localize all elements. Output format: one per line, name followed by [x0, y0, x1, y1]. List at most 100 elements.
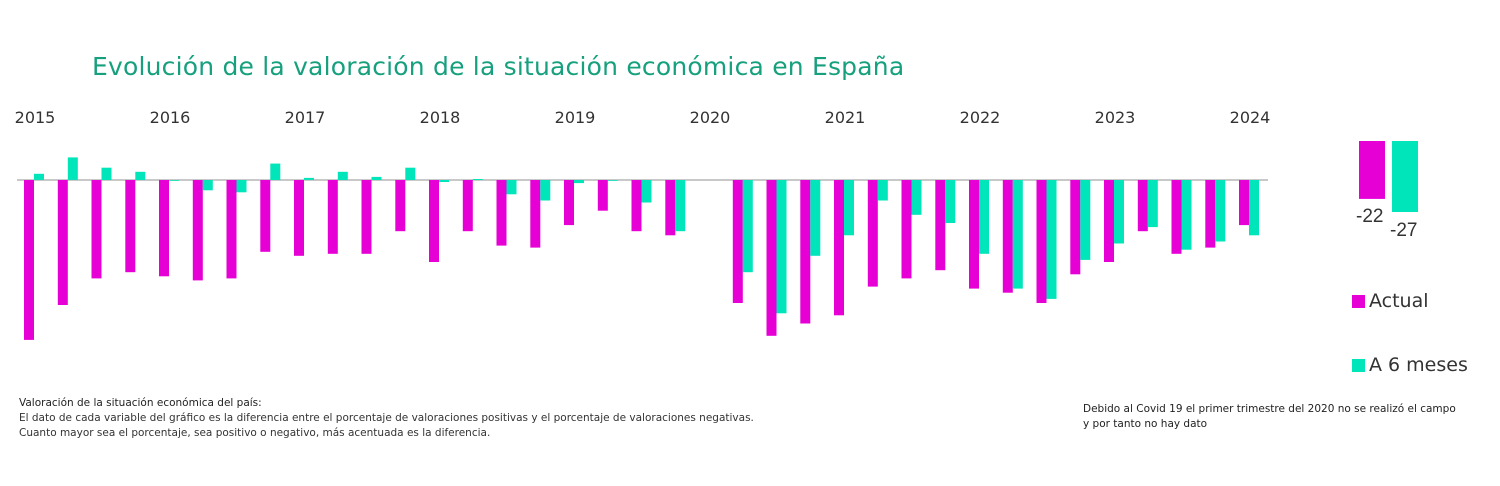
bar-actual-2018-t4 [530, 180, 541, 248]
bar-actual-2019-t4 [665, 180, 676, 236]
bar-actual-2022-t1 [969, 180, 979, 289]
bar-actual-2018-t2 [462, 180, 473, 232]
bar-six-months-2016-t3 [236, 180, 247, 193]
bar-six-months-2019-t2 [607, 180, 618, 181]
bar-six-months-2017-t4 [405, 167, 416, 180]
bar-actual-2017-t3 [361, 180, 372, 254]
bar-six-months-2021-t2 [877, 180, 888, 201]
legend-swatch-six-months [1352, 358, 1365, 372]
bar-six-months-2021-t1 [844, 180, 854, 236]
reference-label-actual: -22 [1356, 206, 1384, 227]
bar-actual-2021-t1 [834, 180, 844, 316]
covid-note-line-1: Debido al Covid 19 el primer trimestre d… [1083, 403, 1456, 415]
year-label-2022: 2022 [960, 108, 1001, 127]
year-label-2020: 2020 [690, 108, 731, 127]
bar-actual-2024-t1 [1239, 180, 1249, 226]
bar-six-months-2015-t1 [34, 173, 44, 180]
bar-six-months-2021-t4 [945, 180, 956, 223]
bar-actual-2015-t1 [24, 180, 34, 340]
bar-six-months-2020-t2 [742, 180, 753, 273]
year-label-2024: 2024 [1230, 108, 1271, 127]
bar-six-months-2017-t2 [337, 171, 348, 180]
bar-actual-2015-t3 [91, 180, 102, 279]
bar-six-months-2015-t4 [135, 171, 146, 180]
year-label-2017: 2017 [285, 108, 326, 127]
bar-six-months-2022-t1 [979, 180, 989, 254]
bar-six-months-2023-t3 [1181, 180, 1192, 250]
bar-six-months-2016-t1 [169, 180, 179, 181]
bar-actual-2015-t2 [57, 180, 68, 305]
chart-title: Evolución de la valoración de la situaci… [92, 52, 905, 81]
bar-six-months-2020-t3 [776, 180, 787, 314]
bar-actual-2017-t4 [395, 180, 406, 232]
bar-actual-2023-t4 [1205, 180, 1216, 248]
bar-actual-2020-t2 [732, 180, 743, 303]
year-label-2015: 2015 [15, 108, 56, 127]
bar-actual-2018-t1 [429, 180, 439, 262]
bar-actual-2016-t1 [159, 180, 169, 277]
year-label-2016: 2016 [150, 108, 191, 127]
bar-six-months-2019-t1 [574, 180, 584, 184]
reference-label-six-months: -27 [1390, 220, 1418, 241]
bar-actual-2020-t3 [766, 180, 777, 336]
bar-actual-2023-t2 [1137, 180, 1148, 232]
note-heading: Valoración de la situación económica del… [19, 397, 262, 409]
bar-six-months-2016-t2 [202, 180, 213, 191]
legend-label-actual: Actual [1369, 290, 1429, 312]
bar-actual-2018-t3 [496, 180, 507, 246]
bar-six-months-2018-t4 [540, 180, 551, 201]
bar-six-months-2021-t3 [911, 180, 922, 215]
legend-label-six-months: A 6 meses [1369, 354, 1468, 376]
bar-six-months-2022-t2 [1012, 180, 1023, 289]
bar-actual-2017-t2 [327, 180, 338, 254]
bar-actual-2017-t1 [294, 180, 304, 256]
bar-six-months-2022-t4 [1080, 180, 1091, 260]
bar-six-months-2019-t4 [675, 180, 686, 232]
bar-six-months-2019-t3 [641, 180, 652, 203]
reference-bar-six-months [1392, 141, 1418, 212]
covid-note: Debido al Covid 19 el primer trimestre d… [1083, 402, 1456, 432]
bar-six-months-2015-t2 [67, 157, 78, 180]
bar-actual-2023-t3 [1171, 180, 1182, 254]
note-line-2: Cuanto mayor sea el porcentaje, sea posi… [19, 427, 491, 439]
bar-actual-2019-t2 [597, 180, 608, 211]
bar-six-months-2015-t3 [101, 167, 112, 180]
bar-actual-2016-t3 [226, 180, 237, 279]
year-axis-labels: 2015 2016 2017 2018 2019 2020 2021 2022 2023 2024 [15, 108, 1271, 127]
methodology-note: Valoración de la situación económica del… [19, 396, 754, 441]
bar-six-months-2017-t1 [304, 177, 314, 180]
bar-actual-2015-t4 [125, 180, 136, 273]
bar-actual-2023-t1 [1104, 180, 1114, 262]
bar-actual-2021-t4 [935, 180, 946, 271]
bar-six-months-2016-t4 [270, 163, 281, 180]
covid-note-line-2: y por tanto no hay dato [1083, 418, 1208, 430]
bar-six-months-2023-t2 [1147, 180, 1158, 228]
bar-actual-2016-t2 [192, 180, 203, 281]
bar-actual-2022-t3 [1036, 180, 1047, 303]
bar-actual-2022-t4 [1070, 180, 1081, 275]
bar-actual-2019-t3 [631, 180, 642, 232]
bar-actual-2021-t2 [867, 180, 878, 287]
bar-six-months-2023-t4 [1215, 180, 1226, 242]
bars-group [24, 157, 1259, 340]
year-label-2023: 2023 [1095, 108, 1136, 127]
bar-six-months-2018-t3 [506, 180, 517, 195]
bar-six-months-2024-t1 [1249, 180, 1259, 236]
year-label-2018: 2018 [420, 108, 461, 127]
reference-bar-actual [1359, 141, 1385, 199]
bar-actual-2019-t1 [564, 180, 574, 226]
legend-swatch-actual [1352, 294, 1365, 308]
bar-six-months-2023-t1 [1114, 180, 1124, 244]
year-label-2019: 2019 [555, 108, 596, 127]
bar-six-months-2020-t4 [810, 180, 821, 256]
note-line-1: El dato de cada variable del gráfico es … [19, 412, 754, 424]
reference-bars [1359, 141, 1418, 212]
bar-six-months-2022-t3 [1046, 180, 1057, 299]
legend-item-six-months: A 6 meses [1352, 354, 1468, 376]
year-label-2021: 2021 [825, 108, 866, 127]
bar-six-months-2017-t3 [371, 176, 382, 180]
legend-item-actual: Actual [1352, 290, 1429, 312]
bar-six-months-2018-t1 [439, 180, 449, 182]
bar-actual-2021-t3 [901, 180, 912, 279]
